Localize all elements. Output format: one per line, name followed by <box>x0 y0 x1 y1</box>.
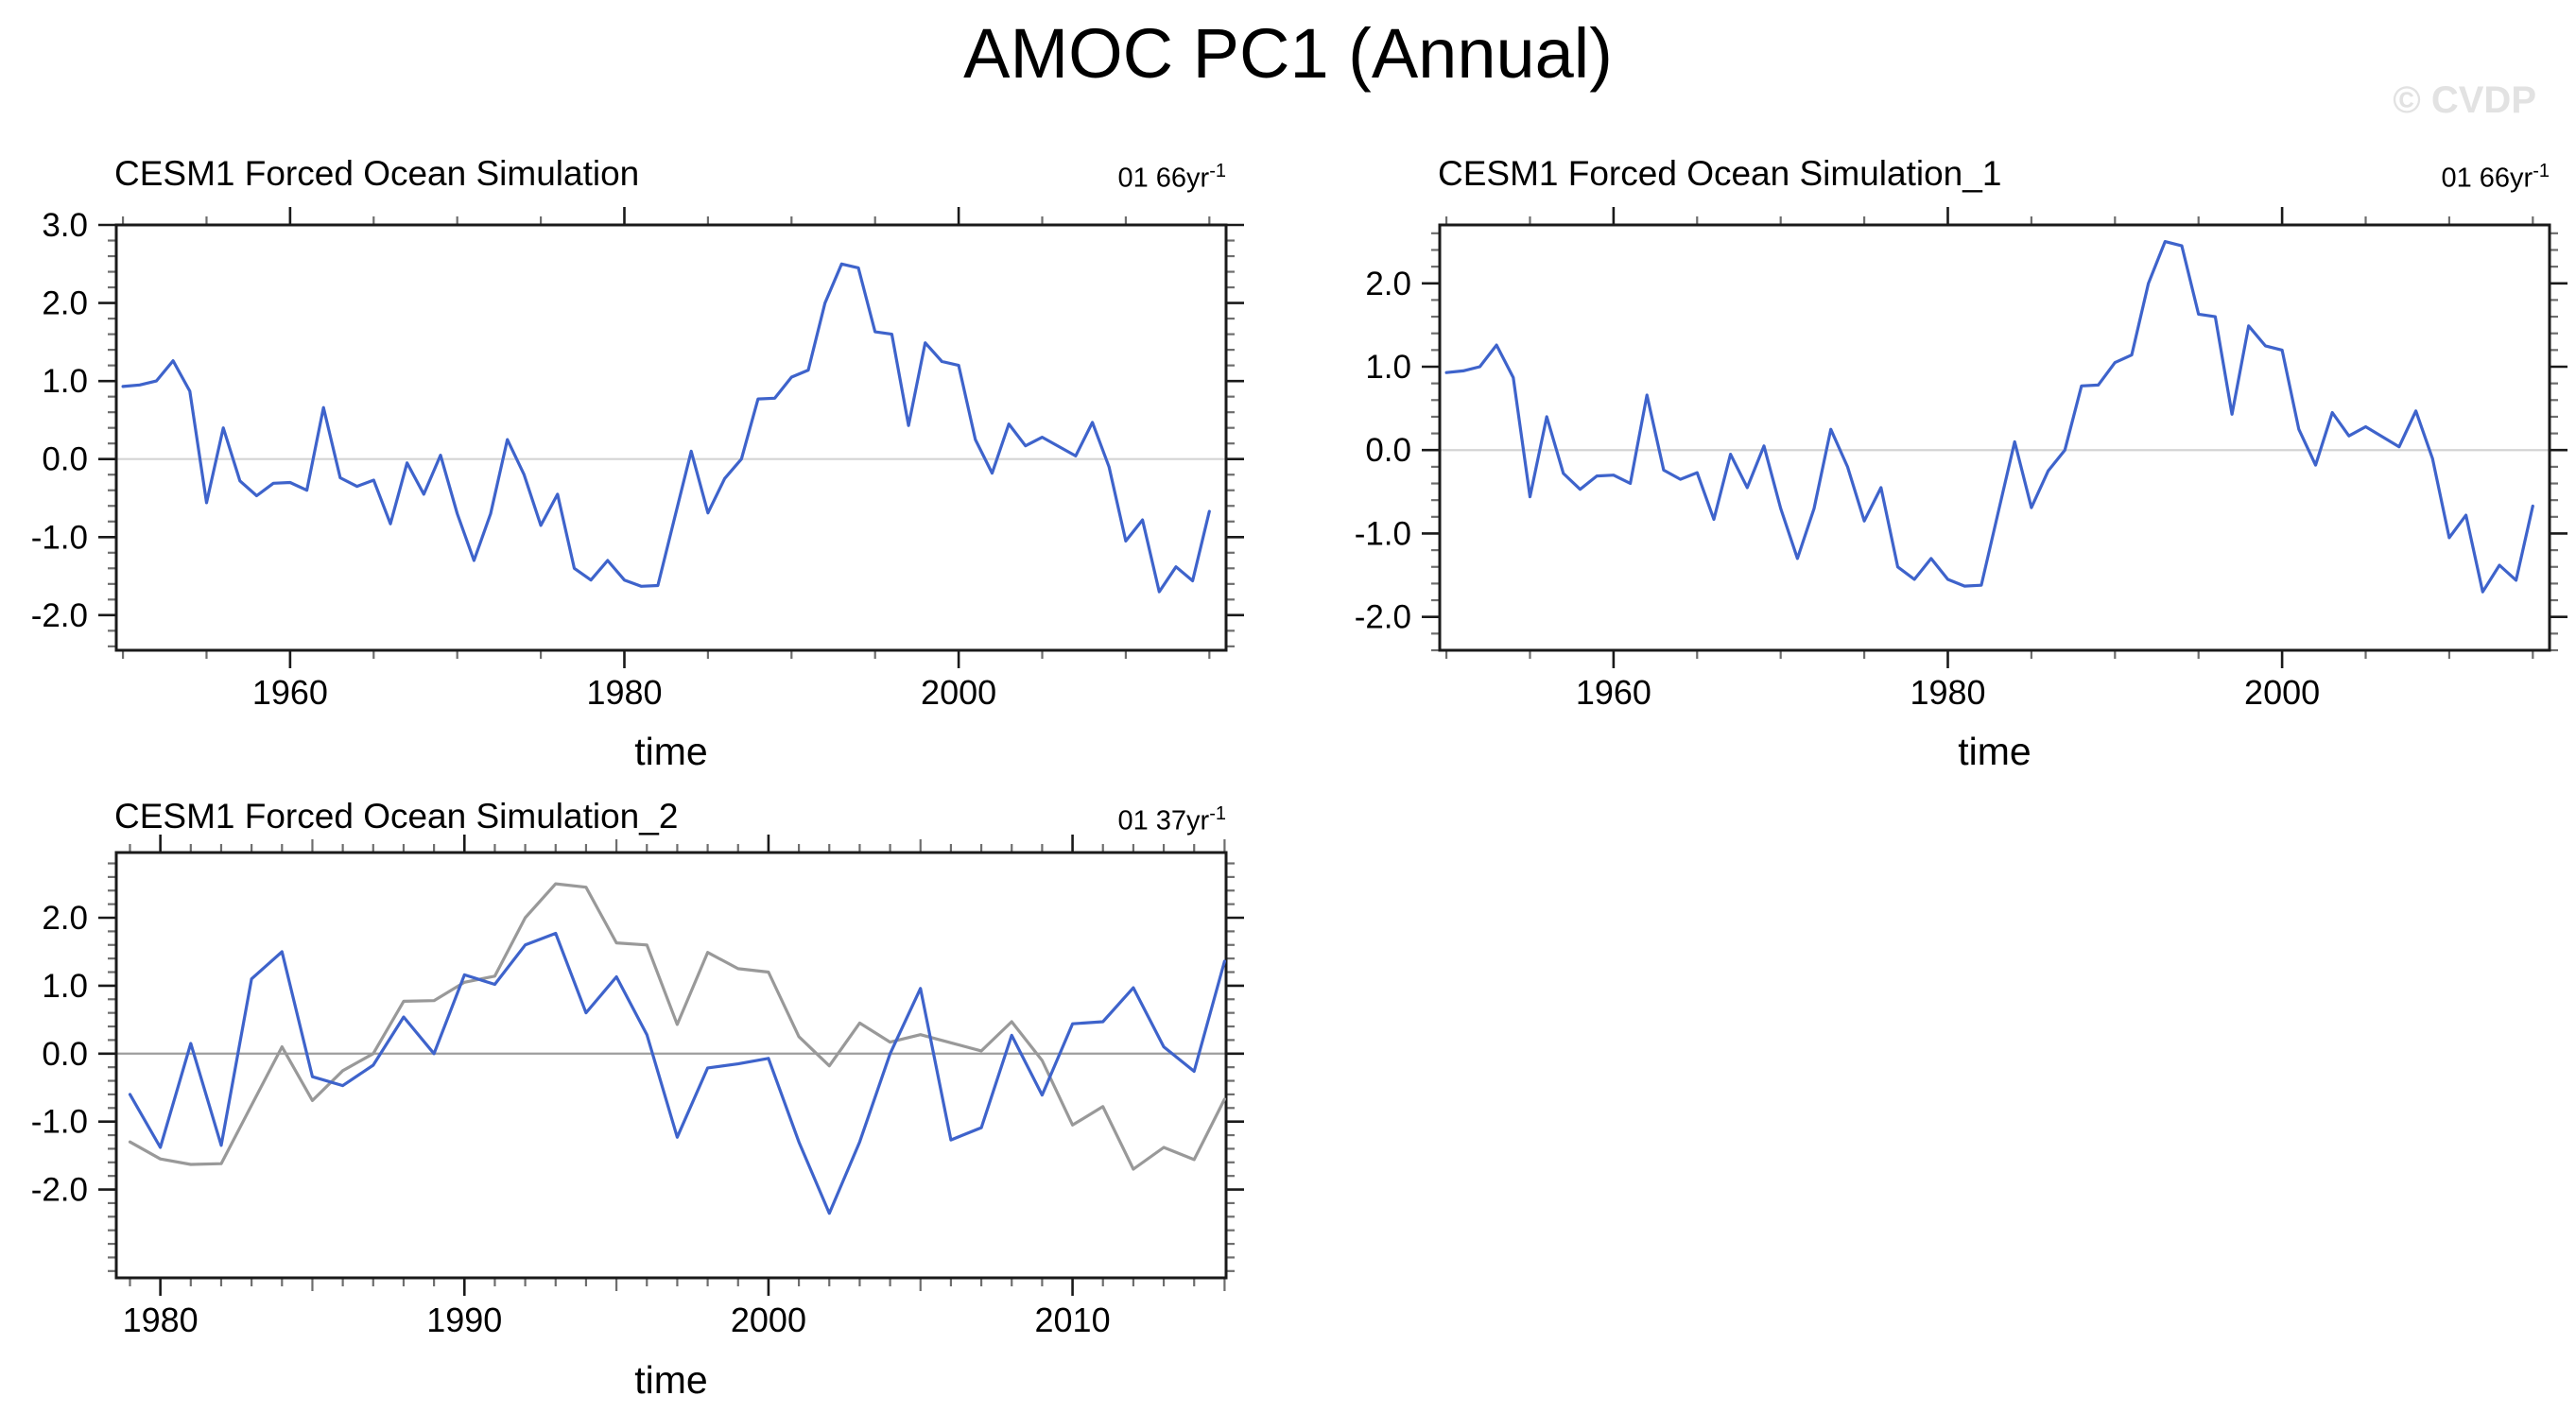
series-blue_line <box>128 931 1227 1215</box>
panel1-corner-label: 01 66yr-1 <box>1117 161 1226 195</box>
svg-text:0.0: 0.0 <box>42 441 88 478</box>
cvdp-watermark: © CVDP <box>2393 79 2536 121</box>
svg-text:-1.0: -1.0 <box>31 1104 88 1141</box>
series-gray_line <box>128 882 1227 1171</box>
svg-text:2000: 2000 <box>921 673 996 712</box>
svg-text:1960: 1960 <box>252 673 328 712</box>
panel3-corner-label-base: 01 37yr <box>1117 805 1210 836</box>
panel3-xaxis-title: time <box>634 1358 708 1402</box>
svg-text:1960: 1960 <box>1576 673 1651 712</box>
svg-text:2010: 2010 <box>1035 1301 1111 1339</box>
panel2-corner-label-base: 01 66yr <box>2441 163 2533 194</box>
svg-text:1.0: 1.0 <box>42 968 88 1005</box>
svg-text:2000: 2000 <box>2244 673 2320 712</box>
panel2-xaxis-title: time <box>1958 730 2031 773</box>
svg-text:0.0: 0.0 <box>42 1036 88 1073</box>
panel3-title: CESM1 Forced Ocean Simulation_2 <box>114 797 679 836</box>
panel2-corner-label: 01 66yr-1 <box>2441 161 2550 195</box>
svg-text:3.0: 3.0 <box>42 207 88 244</box>
svg-text:1980: 1980 <box>123 1301 199 1339</box>
svg-text:2.0: 2.0 <box>1365 266 1411 302</box>
panel3-corner-label-exponent: -1 <box>1209 803 1226 824</box>
svg-text:2.0: 2.0 <box>42 900 88 937</box>
svg-text:2.0: 2.0 <box>42 285 88 322</box>
panel2-title: CESM1 Forced Ocean Simulation_1 <box>1438 154 2002 193</box>
panel2-corner-label-exponent: -1 <box>2533 161 2550 181</box>
panel1-xaxis-title: time <box>634 730 708 773</box>
series-blue_line <box>121 262 1211 594</box>
svg-text:-2.0: -2.0 <box>31 1172 88 1209</box>
svg-text:-2.0: -2.0 <box>1355 599 1411 636</box>
svg-text:-2.0: -2.0 <box>31 597 88 634</box>
svg-text:0.0: 0.0 <box>1365 432 1411 469</box>
svg-text:1.0: 1.0 <box>1365 349 1411 386</box>
panel1-corner-label-exponent: -1 <box>1209 161 1226 181</box>
svg-text:1990: 1990 <box>426 1301 502 1339</box>
panel1-title: CESM1 Forced Ocean Simulation <box>114 154 640 193</box>
svg-text:2000: 2000 <box>731 1301 806 1339</box>
svg-text:-1.0: -1.0 <box>1355 515 1411 552</box>
series-blue_line <box>1444 240 2534 594</box>
page-title: AMOC PC1 (Annual) <box>963 14 1613 93</box>
panel1-corner-label-base: 01 66yr <box>1117 163 1210 194</box>
svg-text:-1.0: -1.0 <box>31 519 88 556</box>
svg-text:1.0: 1.0 <box>42 363 88 400</box>
panel3-corner-label: 01 37yr-1 <box>1117 803 1226 837</box>
svg-text:1980: 1980 <box>1910 673 1985 712</box>
svg-text:1980: 1980 <box>586 673 662 712</box>
